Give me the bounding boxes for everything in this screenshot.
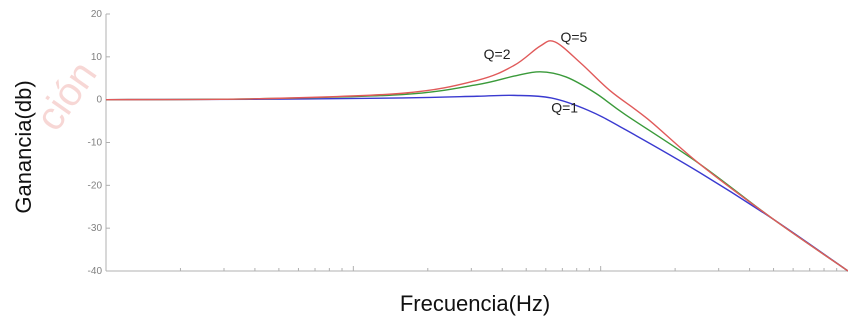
y-ticks: 20 10 0 -10 -20 -30 -40 <box>88 9 110 277</box>
x-minor-ticks <box>105 266 838 271</box>
series-line-q-2 <box>105 71 848 272</box>
y-tick-label: -10 <box>88 138 103 149</box>
y-tick-label: -40 <box>88 266 103 277</box>
y-axis-title: Ganancia(db) <box>11 80 36 213</box>
series-lines <box>105 40 848 272</box>
series-line-q-5 <box>105 40 848 272</box>
y-tick-label: 0 <box>96 95 102 106</box>
series-label: Q=1 <box>551 100 578 116</box>
y-tick-label: 20 <box>91 9 103 20</box>
y-tick-label: 10 <box>91 52 103 63</box>
x-axis-title: Frecuencia(Hz) <box>400 291 550 316</box>
watermark-text: ción <box>27 53 105 138</box>
series-labels: Q=5 Q=2 Q=1 <box>484 29 588 116</box>
y-tick-label: -30 <box>88 223 103 234</box>
plot-area <box>105 14 848 272</box>
series-label: Q=2 <box>484 46 511 62</box>
y-tick-label: -20 <box>88 180 103 191</box>
series-line-q-1 <box>105 94 848 272</box>
series-label: Q=5 <box>560 29 587 45</box>
